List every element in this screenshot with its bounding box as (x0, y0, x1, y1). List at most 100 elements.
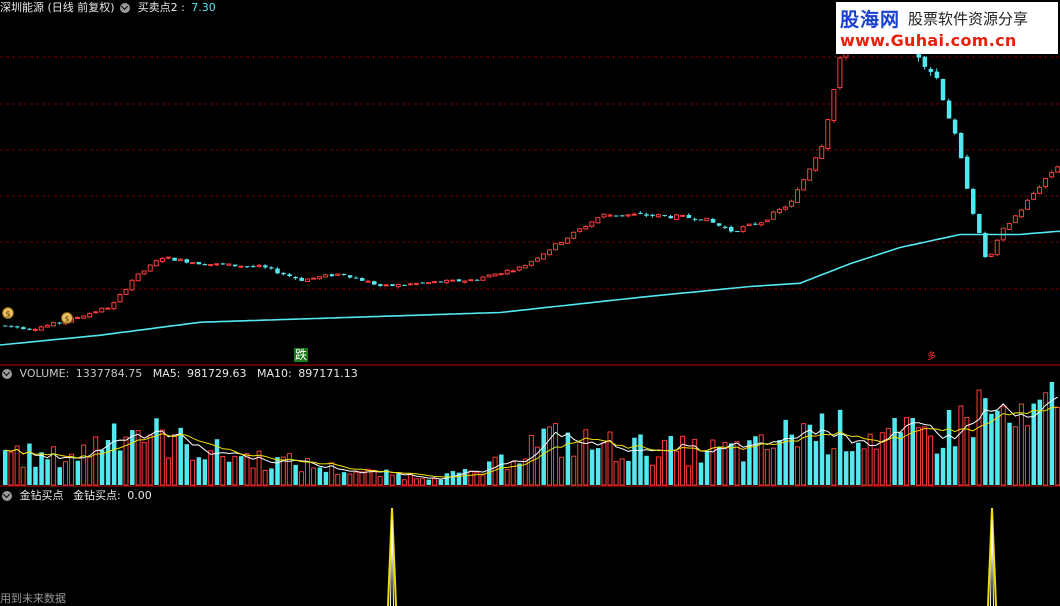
price-candles (3, 12, 1060, 332)
candle-body-up (631, 213, 637, 216)
volume-bar-down (892, 417, 897, 485)
candle-body-down (202, 264, 208, 266)
volume-bar-up (770, 447, 776, 486)
volume-bar-up (522, 458, 528, 486)
candle-body-up (480, 276, 486, 281)
candle-body-up (81, 315, 87, 319)
candle-body-up (335, 273, 341, 276)
candle-body-up (135, 273, 141, 282)
volume-bar-up (311, 467, 317, 486)
volume-bar-up (559, 456, 565, 486)
candle-body-up (426, 282, 431, 285)
volume-bar-up (14, 445, 20, 486)
volume-bar-up (347, 473, 353, 486)
candle-body-up (825, 119, 831, 149)
candle-body-up (504, 269, 510, 275)
signal-panel-header: 金钻买点 金钻买点: 0.00 (0, 488, 152, 504)
volume-bar-up (916, 427, 922, 486)
candle-body-up (795, 189, 801, 204)
candle-body-up (75, 316, 81, 319)
volume-bar-up (619, 458, 625, 486)
chevron-down-icon[interactable] (2, 491, 12, 501)
indicator-value: 7.30 (191, 1, 216, 14)
volume-bar-up (365, 468, 371, 486)
volume-bar-up (359, 471, 365, 486)
candle-body-down (353, 277, 359, 279)
volume-bar-down (753, 436, 758, 485)
candle-body-up (1049, 172, 1055, 178)
candle-body-up (559, 241, 565, 246)
volume-bar-up (534, 446, 540, 486)
candle-body-down (275, 268, 280, 274)
price-gridlines (0, 56, 1060, 290)
candle-body-down (928, 68, 934, 72)
volume-bar-down (565, 432, 571, 485)
candle-body-up (44, 324, 50, 328)
candle-body-up (226, 263, 232, 266)
candle-body-up (1006, 223, 1012, 230)
volume-bar-up (613, 461, 619, 486)
volume-bar-down (438, 479, 444, 485)
volume-bar-up (389, 474, 395, 486)
candle-body-down (27, 328, 32, 330)
candle-body-down (662, 215, 667, 217)
candle-body-up (413, 282, 419, 285)
candle-body-up (801, 179, 807, 191)
candle-body-up (571, 231, 577, 239)
candle-body-up (498, 273, 504, 276)
volume-bar-down (668, 436, 673, 485)
volume-bar-up (764, 449, 770, 486)
volume-bar-down (856, 442, 861, 485)
volume-bar-up (63, 461, 68, 486)
candle-body-down (359, 278, 365, 281)
candle-body-down (958, 132, 964, 159)
volume-bar-down (450, 471, 456, 485)
candle-body-down (638, 212, 643, 214)
ma5-label: MA5: (152, 367, 181, 380)
volume-bar-down (456, 472, 462, 485)
volume-bar-down (117, 450, 123, 485)
candle-body-down (263, 265, 268, 268)
chevron-down-icon[interactable] (120, 3, 131, 13)
chevron-down-icon[interactable] (2, 369, 12, 379)
volume-bar-up (286, 453, 292, 486)
volume-bar-down (154, 418, 159, 485)
candle-body-down (456, 279, 462, 282)
candle-body-up (32, 328, 38, 331)
candle-body-up (516, 266, 522, 271)
volume-bar-up (958, 405, 964, 486)
volume-bar-up (504, 469, 510, 486)
volume-bar-up (147, 434, 153, 486)
candle-body-up (553, 243, 559, 251)
indicator-label: 买卖点2 : (137, 1, 185, 14)
signal-label: 金钻买点: (73, 489, 121, 502)
volume-bar-up (553, 423, 559, 486)
volume-bar-down (626, 460, 631, 485)
volume-bar-up (353, 471, 359, 486)
candle-body-up (462, 280, 468, 283)
volume-ma10-line (4, 406, 1058, 478)
candle-body-up (165, 256, 171, 259)
candle-body-up (577, 228, 583, 232)
candle-body-down (735, 231, 740, 233)
volume-bar-down (33, 466, 38, 485)
volume-bar-down (850, 451, 855, 485)
volume-bar-up (680, 435, 686, 486)
volume-bar-up (861, 448, 867, 486)
volume-value: 1337784.75 (75, 367, 143, 380)
candle-body-down (710, 219, 716, 223)
candle-body-down (9, 325, 14, 327)
candle-body-up (38, 326, 44, 331)
candle-body-down (946, 100, 952, 119)
ma10-value: 897171.13 (298, 367, 358, 380)
volume-bar-down (45, 459, 50, 485)
buy-signal-spike (987, 507, 997, 606)
volume-bar-up (928, 435, 934, 486)
candle-body-up (589, 221, 595, 227)
buy-signal-spikes (387, 507, 997, 606)
candle-body-down (390, 284, 395, 286)
candle-body-down (372, 281, 377, 285)
volume-bar-up (165, 457, 171, 486)
candle-body-down (220, 263, 226, 265)
